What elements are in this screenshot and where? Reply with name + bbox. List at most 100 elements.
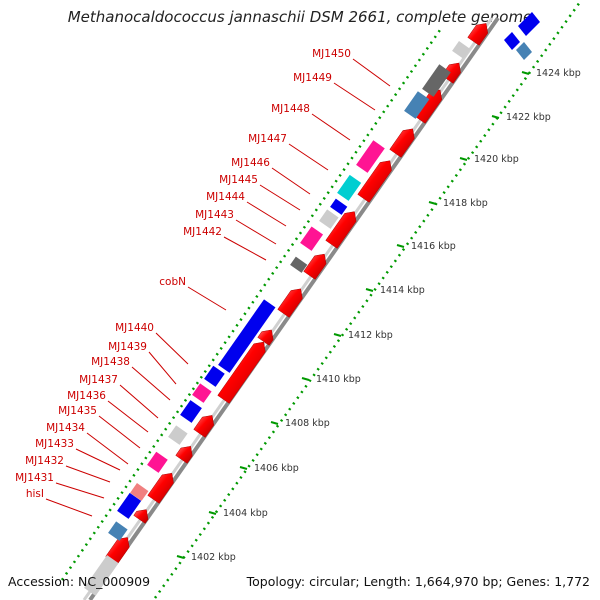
inner-dotted-line <box>60 29 442 581</box>
scale-tick <box>491 115 500 119</box>
gene-label: MJ1444 <box>206 191 245 203</box>
gene-label-leader <box>119 384 159 419</box>
scale-tick <box>521 71 530 75</box>
gene-label-leader <box>75 448 121 471</box>
forward-gene-arrow <box>175 446 193 464</box>
forward-gene-arrow <box>389 128 415 158</box>
scale-label: 1420 kbp <box>474 154 519 165</box>
gene-label: MJ1447 <box>248 133 287 145</box>
scale-dotted-line <box>153 1 582 599</box>
gene-label-leader <box>131 366 171 401</box>
scale-tick <box>176 555 185 559</box>
gene-label: MJ1436 <box>67 390 106 402</box>
scale-label: 1424 kbp <box>536 68 581 79</box>
gene-feature-block <box>404 91 430 119</box>
gene-feature-block <box>337 174 362 201</box>
gene-label-leader <box>223 236 267 261</box>
gene-label-leader <box>55 482 105 499</box>
forward-gene-arrow <box>357 160 392 203</box>
gene-feature-block <box>319 209 339 229</box>
gene-feature-block <box>452 41 471 59</box>
gene-label: MJ1448 <box>271 103 310 115</box>
gene-feature-block <box>84 555 119 596</box>
scale-label: 1410 kbp <box>316 374 361 385</box>
gene-label-leader <box>65 465 111 483</box>
gene-feature-block <box>130 483 149 501</box>
forward-gene-arrow <box>133 509 149 524</box>
top-blue-feature <box>518 12 540 36</box>
gene-label: MJ1440 <box>115 322 154 334</box>
gene-label-leader <box>155 332 189 365</box>
forward-gene-arrow <box>257 329 274 346</box>
top-blue-feature <box>504 32 520 50</box>
gene-label: hisI <box>26 488 44 500</box>
forward-gene-arrow <box>303 253 327 280</box>
scale-tick <box>428 201 437 205</box>
scale-label: 1404 kbp <box>223 508 268 519</box>
scale-label: 1414 kbp <box>380 285 425 296</box>
gene-label: MJ1432 <box>25 455 64 467</box>
scale-label: 1422 kbp <box>506 112 551 123</box>
gene-feature-block <box>290 256 308 273</box>
scale-label: 1408 kbp <box>285 418 330 429</box>
gene-label-leader <box>259 184 301 211</box>
accession-label: Accession: NC_000909 <box>8 574 151 589</box>
gene-feature-block <box>356 140 385 173</box>
gene-label-leader <box>45 498 93 517</box>
forward-gene-arrow <box>467 23 489 46</box>
gene-feature-block <box>330 198 348 215</box>
gene-label-leader <box>107 400 149 433</box>
gene-feature-block <box>300 226 324 251</box>
gene-label: MJ1435 <box>58 405 97 417</box>
gene-feature-block <box>147 451 168 473</box>
gene-label: MJ1442 <box>183 226 222 238</box>
gene-label: MJ1433 <box>35 438 74 450</box>
gene-feature-block <box>218 299 276 373</box>
scale-label: 1402 kbp <box>191 552 236 563</box>
gene-label-leader <box>235 219 277 245</box>
gene-label-leader <box>86 432 129 465</box>
gene-feature-block <box>204 365 225 387</box>
gene-label-leader <box>98 415 141 449</box>
scale-label: 1416 kbp <box>411 241 456 252</box>
gene-label: MJ1445 <box>219 174 258 186</box>
scale-tick <box>270 421 279 425</box>
gene-label: MJ1450 <box>312 48 351 60</box>
gene-label-leader <box>246 201 287 227</box>
gene-label: MJ1439 <box>108 341 147 353</box>
gene-feature-block <box>168 425 188 445</box>
scale-tick <box>333 333 342 337</box>
gene-label: MJ1449 <box>293 72 332 84</box>
scale-tick <box>396 244 405 248</box>
gene-label-leader <box>271 167 311 195</box>
gene-label-leader <box>311 113 351 141</box>
gene-feature-block <box>108 521 128 541</box>
gene-label-leader <box>148 351 177 385</box>
gene-feature-block <box>192 383 212 403</box>
top-steel-feature <box>516 42 532 60</box>
gene-label: MJ1437 <box>79 374 118 386</box>
forward-gene-arrow <box>325 211 357 249</box>
gene-label: MJ1434 <box>46 422 85 434</box>
gene-label: MJ1431 <box>15 472 54 484</box>
scale-tick <box>208 511 217 515</box>
gene-label: cobN <box>159 276 186 288</box>
gene-label-leader <box>288 143 329 171</box>
gene-label: MJ1443 <box>195 209 234 221</box>
forward-gene-arrow <box>147 472 174 504</box>
gene-label: MJ1438 <box>91 356 130 368</box>
scale-tick <box>301 377 310 381</box>
gene-label-leader <box>333 82 376 111</box>
gene-feature-block <box>180 400 202 423</box>
genome-summary: Topology: circular; Length: 1,664,970 bp… <box>246 574 590 589</box>
forward-gene-arrow <box>217 341 266 404</box>
gene-feature-block <box>117 492 142 519</box>
scale-tick <box>365 288 374 292</box>
gene-feature-block <box>422 64 451 97</box>
scale-tick <box>459 157 468 161</box>
map-title: Methanocaldococcus jannaschii DSM 2661, … <box>67 8 533 26</box>
gene-label-leader <box>187 286 227 311</box>
forward-gene-arrow <box>277 288 303 318</box>
scale-label: 1418 kbp <box>443 198 488 209</box>
